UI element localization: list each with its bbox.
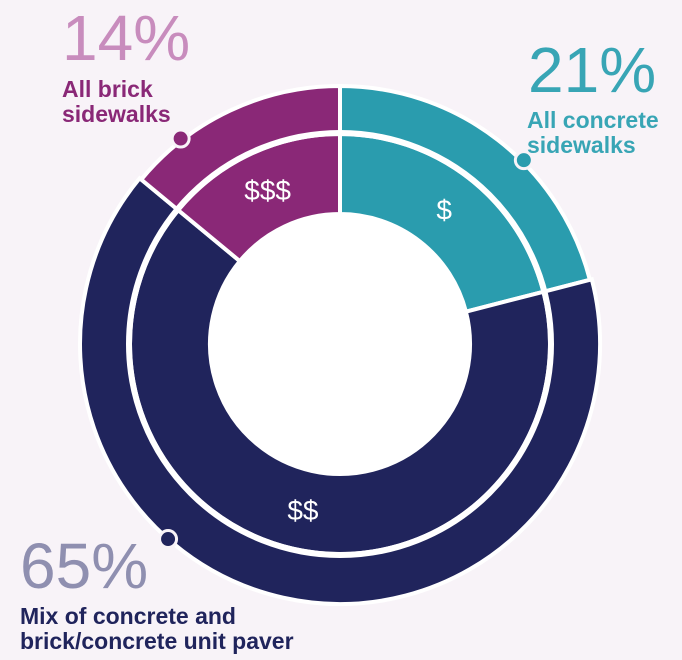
label-markers (158, 128, 534, 550)
cost-label-brick: $$$ (244, 175, 291, 206)
label-brick: All brick sidewalks (62, 77, 171, 127)
cost-label-mix: $$ (287, 495, 319, 526)
percent-concrete: 21% (528, 34, 657, 106)
label-concrete-line2: sidewalks (527, 132, 636, 158)
label-concrete-line1: All concrete (527, 107, 659, 133)
white-separator-ring (126, 130, 554, 558)
cost-labels: $$$$$$ (244, 175, 452, 526)
marker-mix (158, 529, 179, 550)
donut-hole (210, 214, 470, 474)
marker-concrete (513, 150, 534, 171)
marker-brick (170, 128, 191, 149)
label-brick-line2: sidewalks (62, 101, 171, 127)
cost-label-concrete: $ (436, 195, 452, 226)
label-mix-line2: brick/concrete unit paver (20, 628, 294, 654)
label-mix: Mix of concrete and brick/concrete unit … (20, 604, 294, 654)
chart-slices (78, 83, 602, 606)
percent-mix: 65% (20, 530, 149, 602)
label-brick-line1: All brick (62, 76, 153, 102)
label-mix-line1: Mix of concrete and (20, 603, 236, 629)
label-concrete: All concrete sidewalks (527, 108, 659, 158)
percent-brick: 14% (62, 2, 191, 74)
